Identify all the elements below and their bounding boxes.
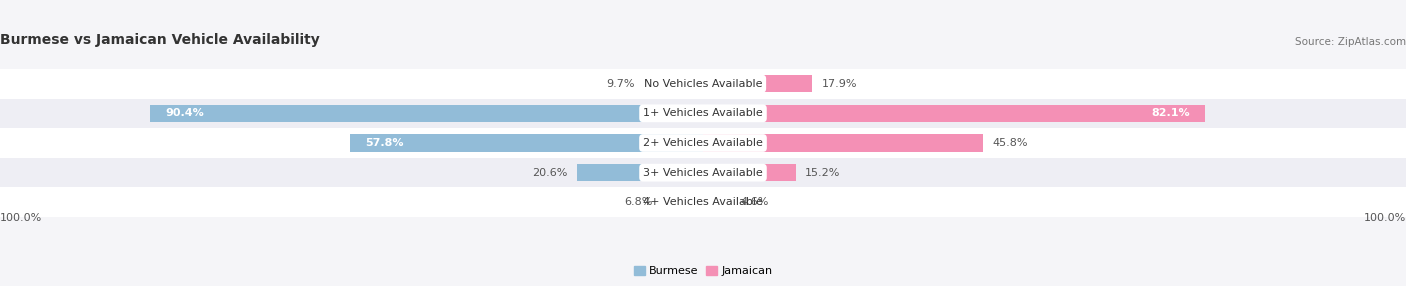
Text: Source: ZipAtlas.com: Source: ZipAtlas.com [1295,37,1406,47]
Bar [703,194,731,211]
Bar [703,75,813,92]
Bar [150,105,703,122]
Bar [703,134,983,152]
Bar [0,158,1406,188]
Text: 100.0%: 100.0% [0,213,42,223]
Bar [661,194,703,211]
Bar [0,128,1406,158]
Text: 4.6%: 4.6% [741,197,769,207]
Bar [703,105,1205,122]
Text: 100.0%: 100.0% [1364,213,1406,223]
Bar [644,75,703,92]
Bar [0,69,1406,98]
Text: 45.8%: 45.8% [993,138,1028,148]
Text: 6.8%: 6.8% [624,197,652,207]
Text: 15.2%: 15.2% [806,168,841,178]
Text: 82.1%: 82.1% [1152,108,1189,118]
Text: 9.7%: 9.7% [606,79,634,89]
Text: 90.4%: 90.4% [166,108,204,118]
Text: 1+ Vehicles Available: 1+ Vehicles Available [643,108,763,118]
Bar [576,164,703,181]
Text: No Vehicles Available: No Vehicles Available [644,79,762,89]
Bar [0,188,1406,217]
Text: 3+ Vehicles Available: 3+ Vehicles Available [643,168,763,178]
Legend: Burmese, Jamaican: Burmese, Jamaican [631,263,775,278]
Bar [0,98,1406,128]
Text: 2+ Vehicles Available: 2+ Vehicles Available [643,138,763,148]
Text: 57.8%: 57.8% [366,138,404,148]
Bar [703,164,796,181]
Text: 4+ Vehicles Available: 4+ Vehicles Available [643,197,763,207]
Bar [350,134,703,152]
Text: 20.6%: 20.6% [533,168,568,178]
Text: 17.9%: 17.9% [821,79,858,89]
Text: Burmese vs Jamaican Vehicle Availability: Burmese vs Jamaican Vehicle Availability [0,33,319,47]
